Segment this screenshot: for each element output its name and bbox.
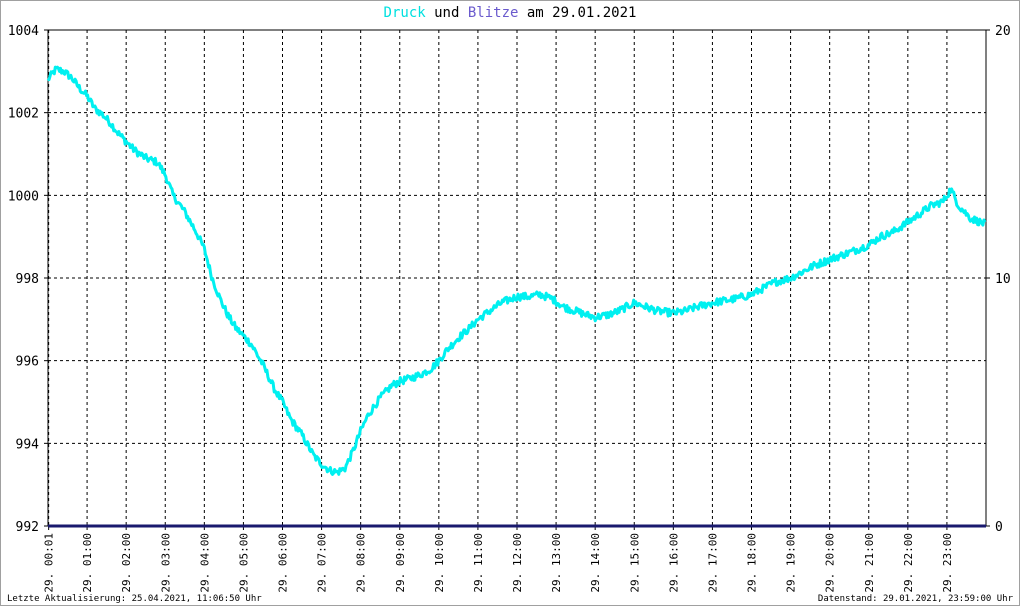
x-tick-label: 29. 04:00 [198,533,211,593]
x-tick-label: 29. 02:00 [120,533,133,593]
x-tick-label: 29. 20:00 [824,533,837,593]
y-axis-right-labels: 0 10 20 [995,24,1011,535]
x-tick-label: 29. 09:00 [394,533,407,593]
x-tick-label: 29. 14:00 [589,533,602,593]
y-left-tick-label: 1002 [8,107,39,122]
x-tick-label: 29. 21:00 [863,533,876,593]
y-left-tick-label: 1000 [8,189,39,204]
x-tick-label: 29. 16:00 [667,533,680,593]
title-blitze: Blitze [468,5,519,21]
footer-last-update: Letzte Aktualisierung: 25.04.2021, 11:06… [7,594,262,604]
y-right-tick-label: 20 [995,24,1011,39]
y-right-tick-label: 0 [995,520,1003,535]
title-druck: Druck [384,5,427,21]
x-tick-label: 29. 01:00 [81,533,94,593]
x-tick-label: 29. 07:00 [316,533,329,593]
y-left-tick-label: 996 [16,355,39,370]
x-tick-label: 29. 03:00 [159,533,172,593]
x-tick-label: 29. 12:00 [511,533,524,593]
x-tick-label: 29. 06:00 [277,533,290,593]
x-tick-label: 29. 22:00 [902,533,915,593]
x-tick-label: 29. 18:00 [746,533,759,593]
x-tick-label: 29. 08:00 [355,533,368,593]
y-right-tick-label: 10 [995,272,1011,287]
y-axis-left-labels: 992 994 996 998 1000 1002 1004 [8,24,39,535]
chart-title: Druck und Blitze am 29.01.2021 [384,5,637,21]
x-tick-label: 29. 05:00 [237,533,250,593]
pressure-series-line [46,65,987,476]
y-left-tick-label: 998 [16,272,39,287]
x-tick-label: 29. 15:00 [628,533,641,593]
x-axis-labels: 29. 00:01 29. 01:00 29. 02:00 29. 03:00 29. … [43,533,954,593]
x-tick-label: 29. 13:00 [550,533,563,593]
y-left-tick-label: 992 [16,520,39,535]
x-tick-label: 29. 00:01 [43,533,56,593]
footer-data-state: Datenstand: 29.01.2021, 23:59:00 Uhr [818,594,1014,604]
chart-grid [44,29,990,530]
x-tick-label: 29. 17:00 [706,533,719,593]
title-date: am 29.01.2021 [518,5,636,21]
y-left-tick-label: 994 [16,437,40,452]
title-und: und [426,5,468,21]
x-tick-label: 29. 11:00 [472,533,485,593]
x-tick-label: 29. 19:00 [785,533,798,593]
x-tick-label: 29. 10:00 [433,533,446,593]
y-left-tick-label: 1004 [8,24,39,39]
x-tick-label: 29. 23:00 [941,533,954,593]
